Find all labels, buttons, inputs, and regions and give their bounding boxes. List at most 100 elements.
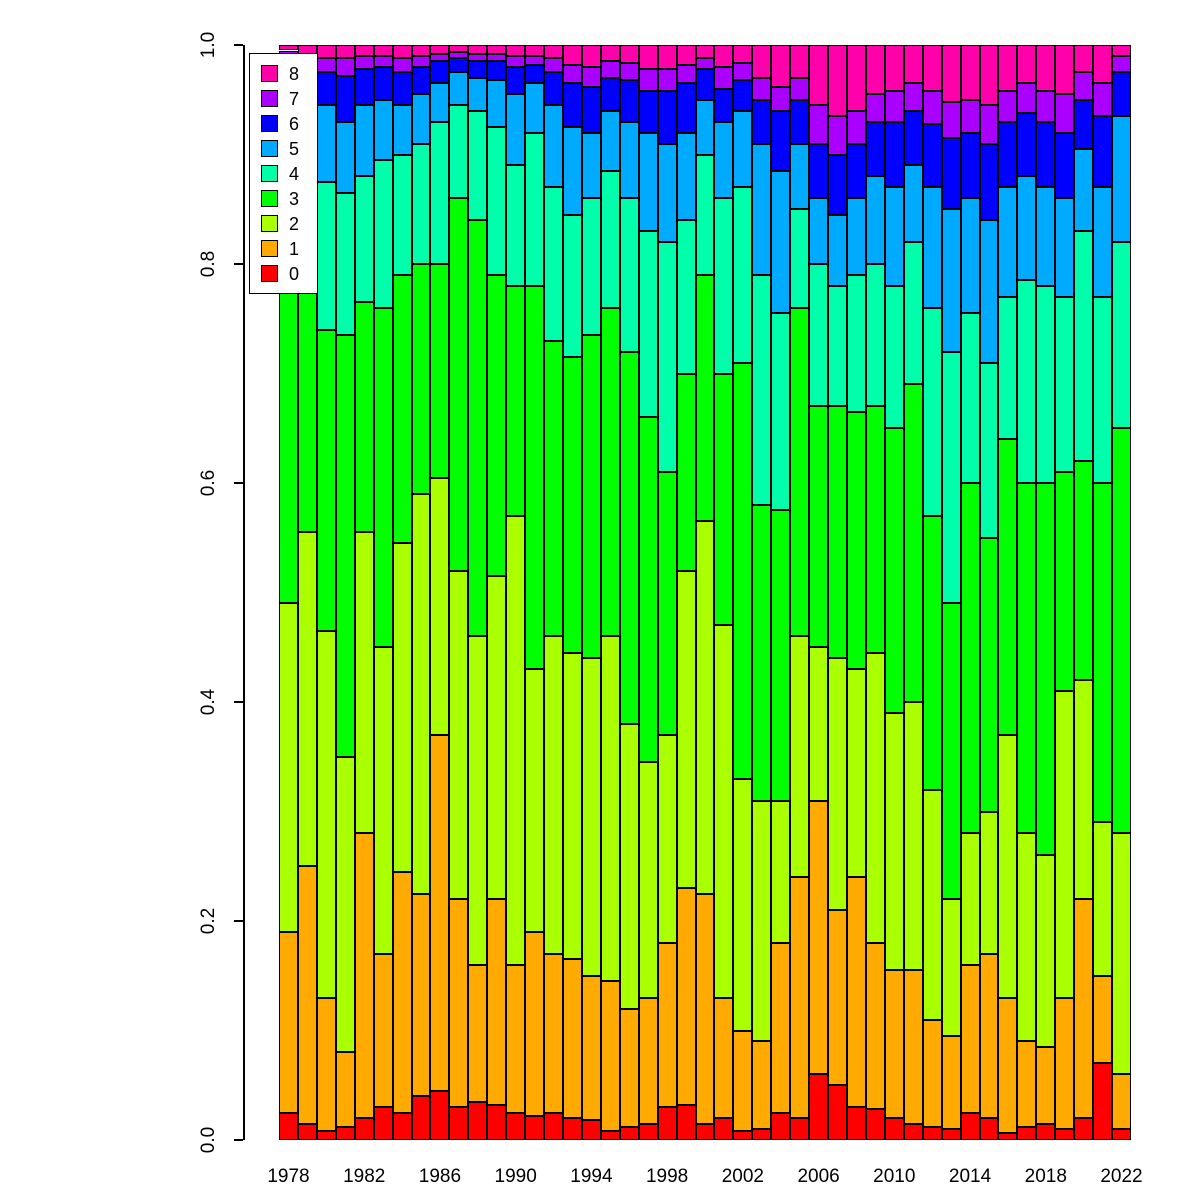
bar-segment-cat1: [657, 942, 677, 1108]
bar-1983: [373, 45, 393, 1140]
bar-segment-cat3: [619, 351, 639, 724]
bar-segment-cat0: [941, 1129, 961, 1140]
bar-segment-cat2: [581, 658, 601, 976]
bar-segment-cat4: [941, 351, 961, 604]
bar-segment-cat0: [563, 1118, 582, 1140]
bar-segment-cat3: [695, 274, 715, 522]
bar-segment-cat3: [411, 264, 431, 494]
bar-2019: [1055, 45, 1075, 1140]
bar-segment-cat7: [600, 61, 620, 78]
bar-segment-cat6: [581, 86, 601, 133]
bar-segment-cat2: [790, 636, 810, 878]
bar-segment-cat7: [1036, 91, 1056, 122]
legend-swatch-3: [261, 190, 278, 207]
bar-segment-cat6: [430, 61, 450, 84]
bar-segment-cat7: [1055, 94, 1075, 133]
bar-segment-cat7: [752, 77, 772, 100]
bar-segment-cat5: [960, 198, 980, 314]
bar-segment-cat3: [449, 198, 469, 571]
bar-segment-cat8: [657, 45, 677, 70]
bar-segment-cat0: [960, 1112, 980, 1140]
bar-segment-cat5: [733, 110, 753, 188]
bar-segment-cat5: [373, 99, 393, 160]
bar-1997: [638, 45, 658, 1140]
bar-segment-cat1: [884, 970, 904, 1119]
bar-segment-cat2: [373, 647, 393, 954]
bar-segment-cat0: [316, 1131, 336, 1140]
bar-segment-cat8: [998, 45, 1018, 91]
bar-segment-cat1: [790, 877, 810, 1119]
bar-segment-cat3: [828, 406, 847, 659]
bar-segment-cat4: [487, 127, 507, 275]
bar-segment-cat5: [487, 80, 507, 128]
bar-segment-cat3: [771, 510, 791, 801]
legend-entry-7: 7: [261, 88, 299, 109]
bar-segment-cat0: [695, 1123, 715, 1140]
bar-segment-cat2: [657, 734, 677, 943]
bar-segment-cat8: [828, 45, 847, 117]
bar-segment-cat8: [581, 45, 601, 67]
legend-entry-4: 4: [261, 163, 299, 184]
bar-segment-cat6: [1112, 72, 1131, 117]
bar-2013: [941, 45, 961, 1140]
bar-segment-cat0: [373, 1107, 393, 1140]
bar-segment-cat7: [809, 105, 829, 144]
bar-segment-cat7: [998, 91, 1018, 122]
bar-segment-cat2: [449, 570, 469, 900]
bar-segment-cat4: [1055, 296, 1075, 473]
bar-segment-cat4: [468, 110, 488, 221]
bar-segment-cat2: [922, 789, 942, 1020]
bar-segment-cat5: [563, 127, 582, 215]
bar-segment-cat0: [1017, 1126, 1037, 1140]
bar-segment-cat3: [752, 504, 772, 801]
bar-segment-cat8: [1093, 45, 1113, 84]
bar-segment-cat2: [563, 652, 582, 960]
bar-segment-cat4: [733, 187, 753, 363]
bar-segment-cat0: [1036, 1123, 1056, 1140]
bar-segment-cat0: [297, 1123, 317, 1140]
bar-segment-cat5: [657, 143, 677, 243]
bar-segment-cat6: [733, 80, 753, 111]
bar-segment-cat8: [771, 45, 791, 87]
bar-segment-cat3: [1017, 483, 1037, 834]
bar-segment-cat6: [695, 69, 715, 100]
bar-segment-cat6: [922, 123, 942, 188]
bar-segment-cat6: [752, 99, 772, 144]
bar-segment-cat8: [714, 45, 734, 67]
bar-segment-cat5: [335, 121, 355, 193]
bar-2015: [979, 45, 999, 1140]
bar-segment-cat2: [1093, 822, 1113, 976]
bar-segment-cat8: [809, 45, 829, 106]
bar-segment-cat2: [903, 702, 923, 971]
bar-segment-cat2: [714, 625, 734, 998]
bar-segment-cat3: [297, 291, 317, 533]
bars-area: 1978 1982 1986 1990 1994 1998 2002 2006 2010 2014…: [267, 45, 1143, 1187]
bar-segment-cat2: [733, 778, 753, 1031]
bar-segment-cat0: [828, 1085, 847, 1140]
bar-segment-cat2: [392, 543, 412, 872]
bar-segment-cat2: [960, 833, 980, 965]
bar-segment-cat7: [411, 55, 431, 67]
legend-entry-3: 3: [261, 188, 299, 209]
bar-segment-cat0: [468, 1101, 488, 1140]
x-tick-label-1982: 1982: [343, 1166, 386, 1187]
bar-segment-cat7: [922, 91, 942, 124]
bar-segment-cat2: [506, 515, 526, 965]
bar-1991: [525, 45, 545, 1140]
bar-1980: [316, 45, 336, 1140]
bar-segment-cat3: [506, 285, 526, 516]
bar-segment-cat0: [979, 1118, 999, 1140]
bar-segment-cat4: [1093, 296, 1113, 483]
bar-segment-cat8: [846, 45, 866, 111]
bar-segment-cat1: [600, 981, 620, 1132]
bar-segment-cat3: [676, 373, 696, 571]
bar-2017: [1017, 45, 1037, 1140]
bar-segment-cat3: [1036, 483, 1056, 856]
bar-segment-cat1: [733, 1030, 753, 1132]
bar-segment-cat0: [600, 1131, 620, 1140]
bar-segment-cat8: [544, 45, 563, 59]
bar-segment-cat1: [1017, 1041, 1037, 1127]
bar-segment-cat6: [373, 66, 393, 100]
bar-segment-cat2: [846, 669, 866, 878]
bar-segment-cat0: [884, 1118, 904, 1140]
